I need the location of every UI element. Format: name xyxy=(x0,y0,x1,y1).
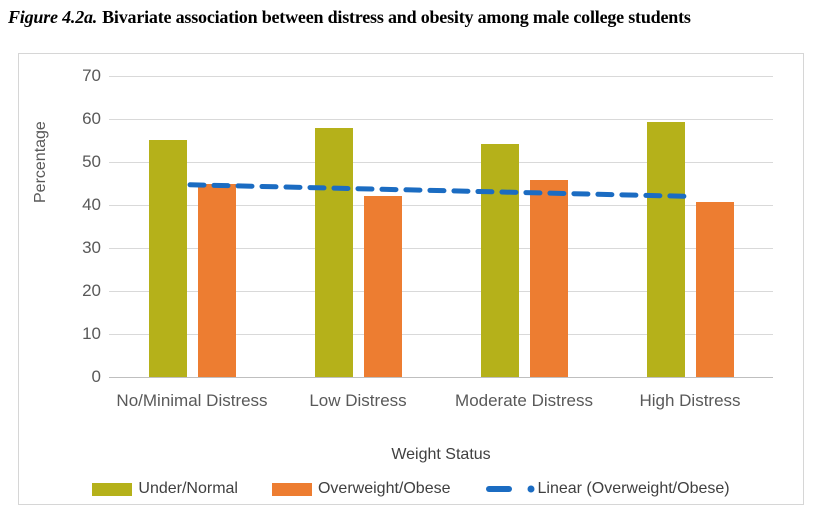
legend-swatch-overweight-obese xyxy=(271,482,312,496)
legend-item-overweight-obese: Overweight/Obese xyxy=(271,480,451,498)
gridline xyxy=(109,205,773,206)
bar-overweight-obese-2 xyxy=(363,195,402,377)
x-axis-title: Weight Status xyxy=(391,446,491,463)
y-axis-tick-label: 20 xyxy=(82,281,101,300)
legend-label-under-normal: Under/Normal xyxy=(138,480,238,497)
gridline xyxy=(109,248,773,249)
legend-label-overweight-obese: Overweight/Obese xyxy=(317,480,451,497)
bar-under-normal-1 xyxy=(148,139,187,377)
y-axis-tick-label: 50 xyxy=(82,152,101,171)
chart-area: Percentage Weight Status Under/Normal Ov… xyxy=(18,53,804,505)
gridline xyxy=(109,162,773,163)
legend-label-linear-trend: Linear (Overweight/Obese) xyxy=(537,480,730,497)
gridline xyxy=(109,76,773,77)
legend-item-linear-trend: Linear (Overweight/Obese) xyxy=(485,480,730,498)
legend-item-under-normal: Under/Normal xyxy=(92,480,238,498)
x-axis-tick-label: High Distress xyxy=(639,391,741,410)
dashed-line-icon xyxy=(485,485,534,493)
bar-under-normal-3 xyxy=(480,143,519,377)
gridline xyxy=(109,119,773,120)
bar-overweight-obese-3 xyxy=(529,180,568,377)
bar-under-normal-2 xyxy=(314,128,353,377)
bar-under-normal-4 xyxy=(646,121,685,377)
gridline xyxy=(109,291,773,292)
gridline xyxy=(109,334,773,335)
x-axis-tick-label: Moderate Distress xyxy=(455,391,593,410)
x-axis-tick-label: Low Distress xyxy=(309,391,407,410)
y-axis-title: Percentage xyxy=(32,121,49,203)
linear-trendline xyxy=(187,182,693,199)
x-axis-line xyxy=(109,377,773,378)
figure-title-text: Bivariate association between distress a… xyxy=(102,7,691,27)
y-axis-tick-label: 70 xyxy=(82,66,101,85)
y-axis-tick-label: 30 xyxy=(82,238,101,257)
chart-legend: Under/Normal Overweight/Obese Linear (Ov… xyxy=(19,480,803,498)
figure-number-label: Figure 4.2a. xyxy=(8,7,98,27)
y-axis-tick-label: 60 xyxy=(82,109,101,128)
x-axis-tick-label: No/Minimal Distress xyxy=(116,391,268,410)
bar-overweight-obese-1 xyxy=(197,184,236,377)
figure-caption: Figure 4.2a. Bivariate association betwee… xyxy=(8,7,808,28)
y-axis-tick-label: 0 xyxy=(91,367,101,386)
legend-swatch-under-normal xyxy=(92,482,133,496)
bar-overweight-obese-4 xyxy=(695,202,734,377)
y-axis-tick-label: 10 xyxy=(82,324,101,343)
y-axis-tick-label: 40 xyxy=(82,195,101,214)
